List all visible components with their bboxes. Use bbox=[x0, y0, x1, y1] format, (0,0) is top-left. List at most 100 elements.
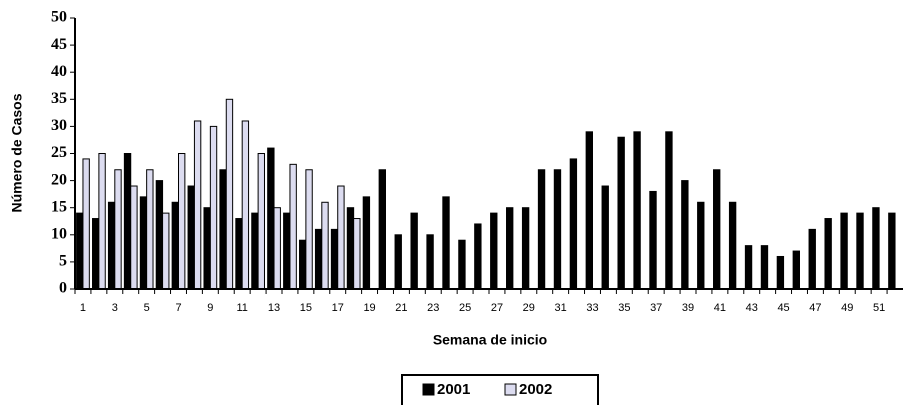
bar bbox=[289, 163, 297, 290]
bar bbox=[840, 212, 848, 290]
x-tick-label: 37 bbox=[650, 302, 662, 314]
bar bbox=[92, 218, 100, 290]
x-tick-label: 27 bbox=[491, 302, 503, 314]
bar bbox=[76, 212, 84, 290]
bar bbox=[410, 212, 418, 290]
x-tick-label: 9 bbox=[207, 302, 213, 314]
bar bbox=[665, 131, 673, 290]
x-tick-label: 23 bbox=[427, 302, 439, 314]
bar bbox=[378, 169, 386, 290]
x-tick-label: 17 bbox=[332, 302, 344, 314]
x-tick-label: 35 bbox=[618, 302, 630, 314]
y-tick-label: 20 bbox=[51, 171, 67, 188]
bar bbox=[337, 185, 345, 290]
bar bbox=[114, 169, 122, 290]
y-tick-label: 50 bbox=[51, 9, 67, 26]
bar bbox=[107, 201, 116, 290]
bar bbox=[353, 218, 361, 290]
bar bbox=[601, 185, 609, 290]
legend-box bbox=[401, 374, 599, 405]
x-tick-label: 41 bbox=[714, 302, 726, 314]
x-tick-label: 25 bbox=[459, 302, 471, 314]
bar bbox=[203, 207, 211, 290]
bar bbox=[146, 169, 154, 290]
bar bbox=[314, 228, 323, 290]
y-tick-label: 15 bbox=[51, 198, 67, 215]
bar bbox=[139, 196, 148, 290]
bar bbox=[219, 169, 227, 290]
bar bbox=[808, 228, 816, 290]
bar bbox=[209, 125, 218, 290]
x-tick-label: 15 bbox=[300, 302, 312, 314]
y-axis-title: Número de Casos bbox=[9, 93, 25, 212]
x-tick-label: 21 bbox=[395, 302, 407, 314]
x-tick-label: 1 bbox=[80, 302, 86, 314]
bar bbox=[633, 131, 641, 290]
legend-label: 2002 bbox=[519, 381, 552, 398]
legend-swatch bbox=[422, 383, 435, 396]
bar bbox=[824, 218, 832, 290]
x-tick-label: 19 bbox=[363, 302, 375, 314]
bar bbox=[346, 207, 355, 290]
y-tick-label: 5 bbox=[59, 253, 67, 270]
bar bbox=[98, 153, 106, 290]
y-tick-label: 0 bbox=[59, 280, 67, 297]
y-tick-label: 25 bbox=[51, 144, 67, 161]
x-tick-label: 45 bbox=[777, 302, 789, 314]
bar bbox=[162, 212, 170, 290]
bar bbox=[123, 153, 132, 290]
x-tick-label: 5 bbox=[144, 302, 150, 314]
x-tick-label: 13 bbox=[268, 302, 280, 314]
bar bbox=[617, 136, 625, 290]
bar bbox=[872, 207, 880, 290]
bar bbox=[241, 120, 250, 290]
bar bbox=[267, 147, 275, 290]
bar bbox=[506, 207, 514, 290]
bar bbox=[330, 228, 339, 290]
bar bbox=[273, 207, 281, 290]
bar bbox=[744, 245, 753, 290]
x-tick-label: 7 bbox=[175, 302, 181, 314]
bar bbox=[490, 212, 498, 290]
bar bbox=[713, 169, 721, 290]
bar bbox=[474, 223, 482, 290]
bar bbox=[171, 201, 179, 290]
x-tick-label: 43 bbox=[746, 302, 758, 314]
x-tick-label: 11 bbox=[236, 302, 247, 314]
x-tick-label: 49 bbox=[841, 302, 853, 314]
legend-label: 2001 bbox=[437, 381, 470, 398]
bar bbox=[458, 239, 466, 290]
bar bbox=[442, 196, 450, 290]
bar bbox=[681, 180, 689, 290]
bar bbox=[888, 212, 896, 290]
bar bbox=[299, 239, 307, 290]
x-tick-label: 3 bbox=[112, 302, 118, 314]
bar bbox=[362, 196, 371, 290]
x-axis-title: Semana de inicio bbox=[433, 332, 547, 348]
bar bbox=[760, 245, 769, 290]
y-tick-label: 40 bbox=[51, 63, 67, 80]
bar bbox=[553, 169, 562, 290]
bar bbox=[235, 218, 243, 290]
bar bbox=[251, 212, 259, 290]
bar bbox=[155, 180, 164, 290]
bar bbox=[649, 190, 657, 290]
bar bbox=[394, 234, 402, 290]
x-tick-label: 29 bbox=[523, 302, 535, 314]
bar bbox=[283, 212, 291, 290]
bar bbox=[257, 153, 265, 290]
bar bbox=[856, 212, 864, 290]
y-tick-label: 10 bbox=[51, 225, 67, 242]
y-tick-label: 45 bbox=[51, 36, 67, 53]
bar bbox=[776, 255, 785, 290]
bar bbox=[305, 169, 313, 290]
bar bbox=[426, 234, 434, 290]
bar bbox=[728, 201, 737, 290]
x-tick-label: 31 bbox=[555, 302, 567, 314]
bar bbox=[697, 201, 705, 290]
bar bbox=[193, 120, 202, 290]
bar bbox=[585, 131, 594, 290]
bar bbox=[82, 158, 90, 290]
bar bbox=[569, 158, 578, 290]
